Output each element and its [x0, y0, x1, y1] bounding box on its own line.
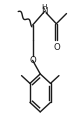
- Text: N: N: [41, 7, 47, 16]
- Text: H: H: [41, 4, 47, 10]
- Text: O: O: [54, 43, 61, 52]
- Text: O: O: [29, 56, 36, 65]
